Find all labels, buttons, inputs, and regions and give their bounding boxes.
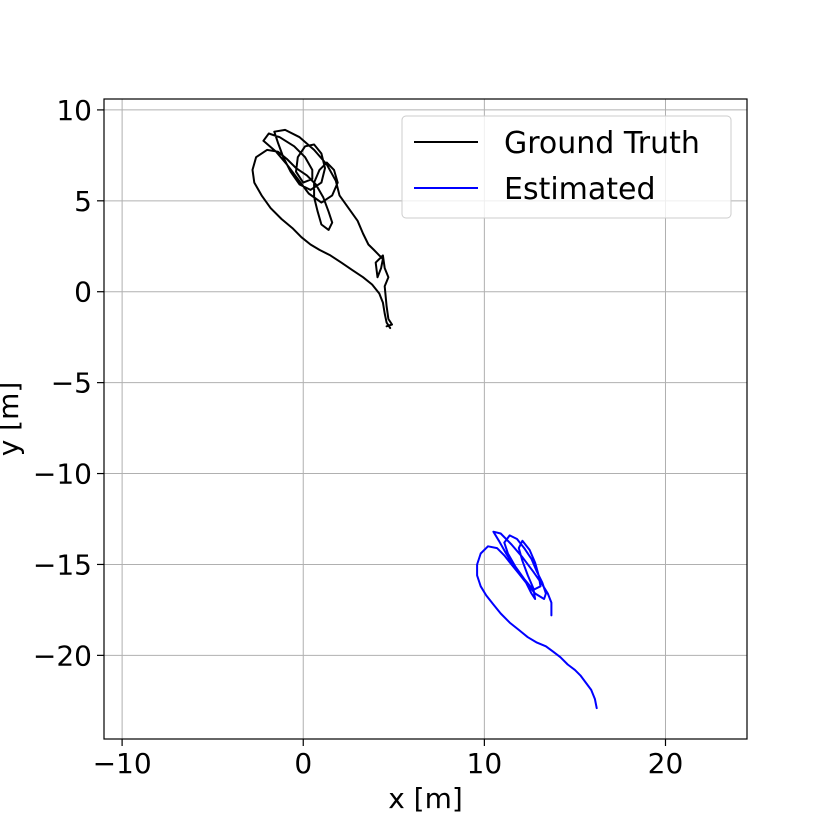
legend-box	[401, 115, 732, 219]
y-tick-label: −5	[51, 367, 92, 400]
legend: Ground Truth Estimated	[401, 115, 732, 219]
y-tick-label: −20	[33, 639, 92, 672]
series-line-ground-truth	[251, 128, 393, 330]
x-axis-label: x [m]	[388, 782, 463, 815]
y-tick-label: −10	[33, 458, 92, 491]
y-tick-label: 5	[74, 185, 92, 218]
y-axis-label: y [m]	[0, 382, 25, 457]
legend-label-estimated: Estimated	[504, 172, 656, 207]
ticks: −10 0 10 20 10 5 0 −5 −10 −15 −20	[33, 94, 683, 780]
x-tick-label: 20	[648, 747, 684, 780]
y-tick-label: 10	[56, 94, 92, 127]
x-tick-label: 0	[294, 747, 312, 780]
series-line-estimated	[476, 530, 598, 710]
plot-frame	[103, 98, 748, 740]
x-tick-label: 10	[467, 747, 503, 780]
x-tick-label: −10	[93, 747, 152, 780]
legend-label-ground-truth: Ground Truth	[504, 126, 700, 161]
y-tick-label: 0	[74, 276, 92, 309]
series-layer	[251, 128, 598, 710]
y-tick-label: −15	[33, 548, 92, 581]
